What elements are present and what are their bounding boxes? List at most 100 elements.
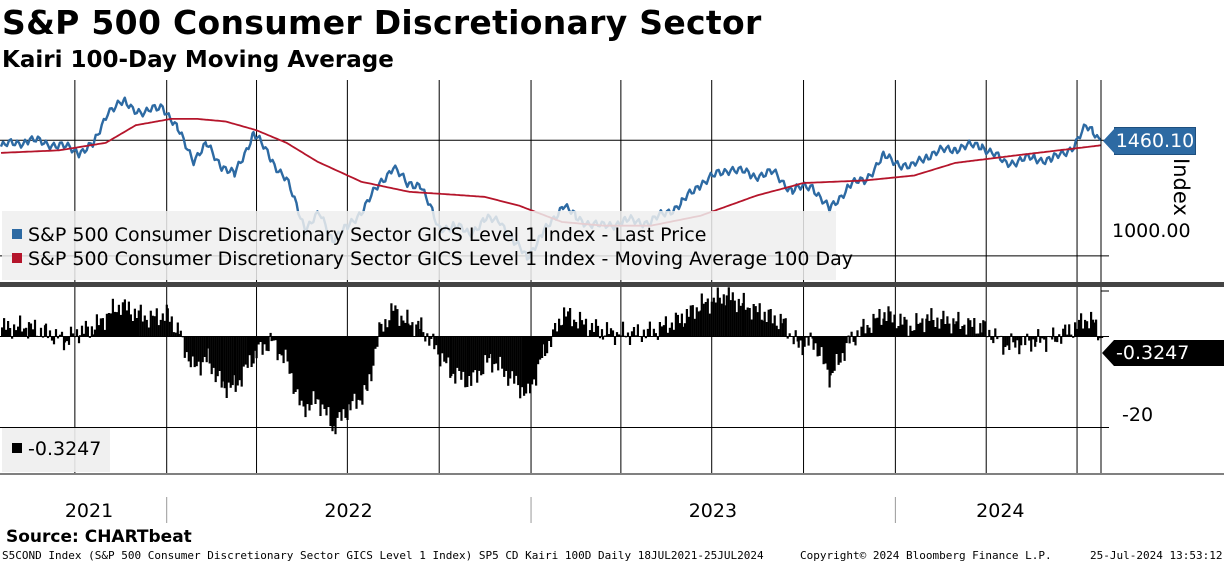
kairi-bar [439,336,442,367]
kairi-bar [197,336,200,362]
series-line-moving-average [0,118,1102,227]
kairi-bar [306,336,309,405]
kairi-bar [288,336,291,374]
kairi-bar [569,308,572,337]
kairi-bar [727,287,730,337]
kairi-bar [948,323,951,337]
kairi-bar [376,336,379,347]
kairi-bar [786,336,789,339]
kairi-bar [359,336,362,401]
kairi-bar [323,336,326,409]
kairi-bar [497,336,500,371]
kairi-bar [680,313,683,337]
kairi-bar [246,336,249,368]
kairi-bar [17,326,20,337]
kairi-bar [314,336,317,404]
kairi-bar [176,322,179,337]
kairi-bar [240,336,243,387]
kairi-bar [722,294,725,337]
kairi-bar [527,336,530,384]
kairi-bar [782,318,785,337]
kairi-bar [594,319,598,337]
last-kairi-tag: -0.3247 [1102,340,1224,366]
kairi-bar [1006,336,1009,346]
kairi-bar [598,336,602,339]
kairi-bar [123,299,126,337]
kairi-bar [644,336,647,339]
kairi-bar [495,336,498,364]
kairi-bar [909,325,912,337]
kairi-bar [223,336,226,389]
kairi-bar [321,336,324,405]
kairi-bar [969,320,972,337]
kairi-bar [868,327,871,337]
kairi-bar [940,319,943,337]
kairi-bar [1020,336,1023,346]
kairi-bar [603,335,607,337]
kairi-bar [203,336,206,357]
kairi-bar [513,336,516,384]
kairi-bar [1024,336,1027,346]
kairi-bar [413,336,416,337]
kairi-bar [923,332,926,337]
kairi-bar [127,301,130,337]
kairi-bar [1058,334,1061,337]
kairi-bar [563,307,566,337]
kairi-bar [841,336,844,354]
kairi-bar [837,336,840,365]
kairi-bar [129,314,132,337]
kairi-bar [763,311,766,337]
kairi-bar [37,336,41,337]
kairi-bar [141,321,144,337]
kairi-bar [456,336,459,368]
kairi-bar [236,336,239,386]
kairi-bar [739,305,742,337]
kairi-bar [876,317,879,337]
kairi-bar [584,318,588,337]
kairi-bar [27,322,31,337]
kairi-bar [831,336,834,373]
kairi-bar [874,318,877,337]
kairi-bar [714,302,717,337]
kairi-bar [998,336,1001,338]
kairi-bar [351,336,354,402]
legend-label-kairi: -0.3247 [28,438,102,460]
kairi-bar [159,319,162,337]
kairi-bar [994,328,997,337]
kairi-bar [86,326,89,337]
kairi-bar [982,320,985,337]
source-note: Source: CHARTbeat [6,527,192,547]
kairi-bar [648,321,651,337]
kairi-bar [1052,327,1055,337]
kairi-bar [957,311,960,337]
y-tick-label-upper: 1000.00 [1112,220,1191,242]
kairi-bar [437,336,440,355]
kairi-bar [697,311,700,337]
kairi-bar [668,327,671,337]
kairi-bar [640,336,643,342]
kairi-bar [44,323,48,337]
kairi-bar [1099,336,1102,339]
kairi-bar [257,336,260,345]
kairi-bar [864,333,867,337]
kairi-bar [946,316,949,337]
kairi-bar [433,336,436,350]
kairi-bar [1045,336,1048,352]
kairi-bar [90,326,93,337]
kairi-bar [317,336,320,400]
kairi-bar [601,336,605,340]
kairi-legend: -0.3247 [2,428,110,472]
x-tick-label-year: 2021 [64,500,114,522]
kairi-bar [944,324,947,337]
kairi-bar [52,336,56,345]
kairi-bar [370,336,373,382]
kairi-bar [80,325,84,337]
kairi-bar [261,336,264,355]
kairi-bar [984,321,987,337]
kairi-bar [611,330,615,337]
kairi-bar [480,336,483,376]
kairi-bar [384,319,387,337]
kairi-bar [575,322,578,337]
kairi-bar [596,325,600,337]
kairi-bar [820,336,823,348]
